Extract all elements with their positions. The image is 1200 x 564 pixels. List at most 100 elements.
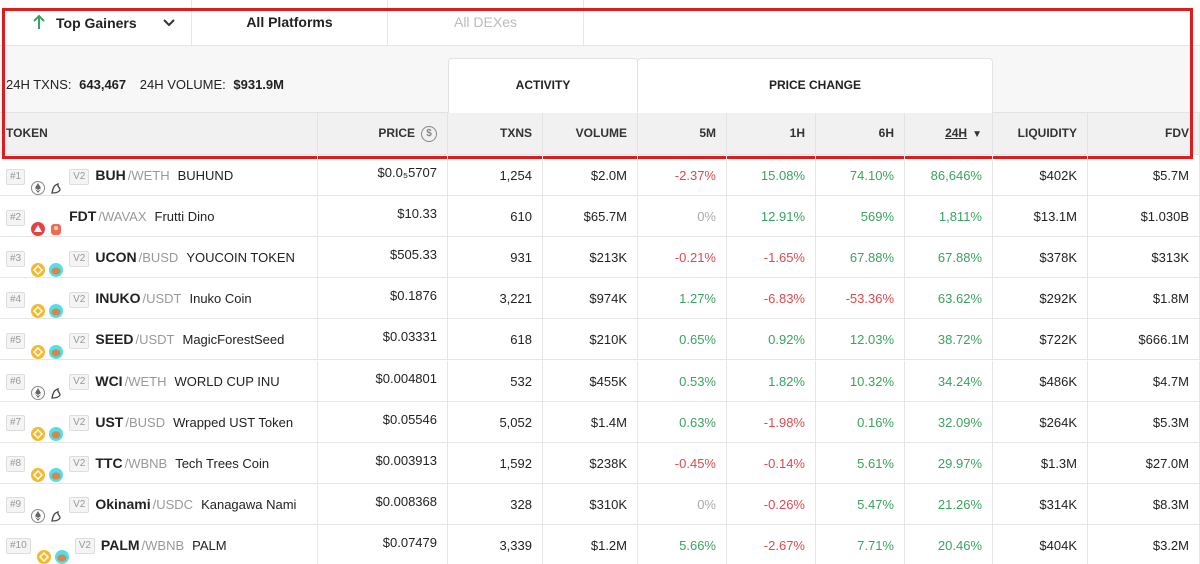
table-row[interactable]: [0, 237, 1200, 279]
h4-value: 38.72%: [937, 332, 982, 348]
column-header[interactable]: 6H: [816, 113, 905, 155]
table-cell: $666.1M: [1088, 319, 1200, 361]
rank-badge: #8: [6, 456, 26, 473]
cake-icon: [49, 334, 64, 359]
column-header[interactable]: PRICE $: [318, 113, 448, 155]
token-cell: #6 V2 WCI/WETH WORLD CUP INU: [0, 360, 318, 402]
h-value: 7.71%: [857, 537, 894, 553]
price-value: $0.004801: [375, 370, 437, 386]
txns-value: 618: [510, 332, 532, 348]
table-cell: -2.37%: [638, 155, 727, 197]
fdv-value: $1.8M: [1152, 291, 1189, 307]
table-cell: $1.2M: [543, 524, 638, 564]
price-value: $0.0₅5707: [377, 165, 437, 180]
table-cell: 5,052: [448, 401, 543, 443]
table-row[interactable]: [0, 361, 1200, 402]
column-header[interactable]: TOKEN: [0, 113, 318, 155]
liquidity-value: $1.3M: [1040, 455, 1077, 471]
fdv-value: $1.030B: [1140, 209, 1189, 225]
m-value: 0%: [697, 209, 716, 225]
column-header[interactable]: 1H: [727, 113, 816, 155]
rank-badge: #10: [6, 538, 31, 555]
cake-icon: [49, 252, 64, 277]
sort-arrow-icon: ▼: [972, 129, 982, 140]
column-header[interactable]: TXNS: [448, 113, 543, 155]
token-name: Frutti Dino: [154, 209, 215, 225]
table-cell: 5.61%: [816, 442, 905, 484]
table-cell: 328: [448, 483, 543, 525]
h-value: -2.67%: [763, 537, 805, 553]
h-value: 74.10%: [849, 168, 894, 183]
liquidity-value: $404K: [1039, 537, 1077, 553]
txns-value: 643,467: [79, 77, 127, 92]
column-header-label: 5M: [699, 126, 716, 140]
token-name: Kanagawa Nami: [201, 496, 297, 512]
m-value: 1.27%: [679, 291, 716, 307]
column-header-label: PRICE: [378, 126, 415, 140]
table-cell: 38.72%: [905, 319, 993, 361]
table-cell: $455K: [543, 360, 638, 402]
column-header[interactable]: 5M: [638, 113, 727, 155]
token-cell: #3 V2 UCON/BUSD YOUCOIN TOKEN: [0, 237, 318, 279]
quote-symbol: /WETH: [124, 373, 167, 389]
version-badge: V2: [69, 415, 90, 432]
table-row[interactable]: [0, 155, 1200, 197]
table-cell: -53.36%: [816, 278, 905, 320]
table-cell: $1.4M: [543, 401, 638, 443]
token-cell: #4 V2 INUKO/USDT Inuko Coin: [0, 278, 318, 320]
table-cell: $213K: [543, 237, 638, 279]
bnb-icon: [31, 457, 46, 483]
column-header[interactable]: FDV: [1088, 113, 1200, 155]
table-row[interactable]: [0, 278, 1200, 320]
table-cell: $314K: [993, 483, 1088, 525]
sort-dropdown[interactable]: Top Gainers: [0, 0, 192, 46]
token-name: Tech Trees Coin: [175, 455, 270, 471]
table-cell: 0.63%: [638, 401, 727, 443]
liquidity-value: $378K: [1039, 250, 1077, 266]
table-cell: $310K: [543, 483, 638, 525]
dexes-tab[interactable]: All DEXes: [388, 0, 584, 46]
column-header[interactable]: 24H ▼: [905, 113, 993, 155]
table-cell: 0.16%: [816, 401, 905, 443]
dollar-icon: $: [421, 125, 437, 142]
token-name: MagicForestSeed: [182, 332, 285, 348]
table-cell: $4.7M: [1088, 360, 1200, 402]
table-cell: 20.46%: [905, 524, 993, 564]
h-value: 12.91%: [760, 209, 805, 225]
table-row[interactable]: [0, 196, 1200, 238]
table-cell: $974K: [543, 278, 638, 320]
table-row[interactable]: [0, 319, 1200, 361]
table-row[interactable]: [0, 443, 1200, 484]
base-symbol: WCI: [95, 372, 123, 389]
volume-value: $1.4M: [590, 414, 627, 430]
quote-symbol: /WAVAX: [98, 209, 147, 225]
fdv-value: $666.1M: [1138, 332, 1189, 348]
table-cell: -0.26%: [727, 483, 816, 525]
price-value: $10.33: [397, 206, 437, 222]
h4-value: 67.88%: [937, 250, 982, 266]
base-symbol: TTC: [95, 454, 123, 471]
column-header[interactable]: LIQUIDITY: [993, 113, 1088, 155]
m-value: -0.45%: [674, 455, 716, 471]
table-cell: 34.24%: [905, 360, 993, 402]
column-header[interactable]: VOLUME: [543, 113, 638, 155]
table-row[interactable]: [0, 402, 1200, 443]
h-value: 1.82%: [768, 373, 805, 389]
table-cell: $378K: [993, 237, 1088, 279]
eth-icon: [31, 170, 46, 195]
liquidity-value: $13.1M: [1033, 209, 1077, 225]
platforms-tab[interactable]: All Platforms: [192, 0, 388, 46]
price-value: $505.33: [390, 247, 437, 263]
version-badge: V2: [69, 374, 90, 391]
table-cell: $0.003913: [318, 442, 448, 484]
volume-value: $213K: [589, 250, 627, 266]
txns-value: 328: [510, 496, 532, 512]
txns-value: 3,221: [499, 291, 532, 307]
h4-value: 1,811%: [938, 209, 982, 225]
h4-value: 34.24%: [937, 373, 982, 389]
table-row[interactable]: [0, 484, 1200, 525]
liquidity-value: $292K: [1039, 291, 1077, 307]
table-cell: 86,646%: [905, 155, 993, 197]
rank-badge: #9: [6, 497, 26, 514]
price-value: $0.008368: [375, 493, 437, 509]
